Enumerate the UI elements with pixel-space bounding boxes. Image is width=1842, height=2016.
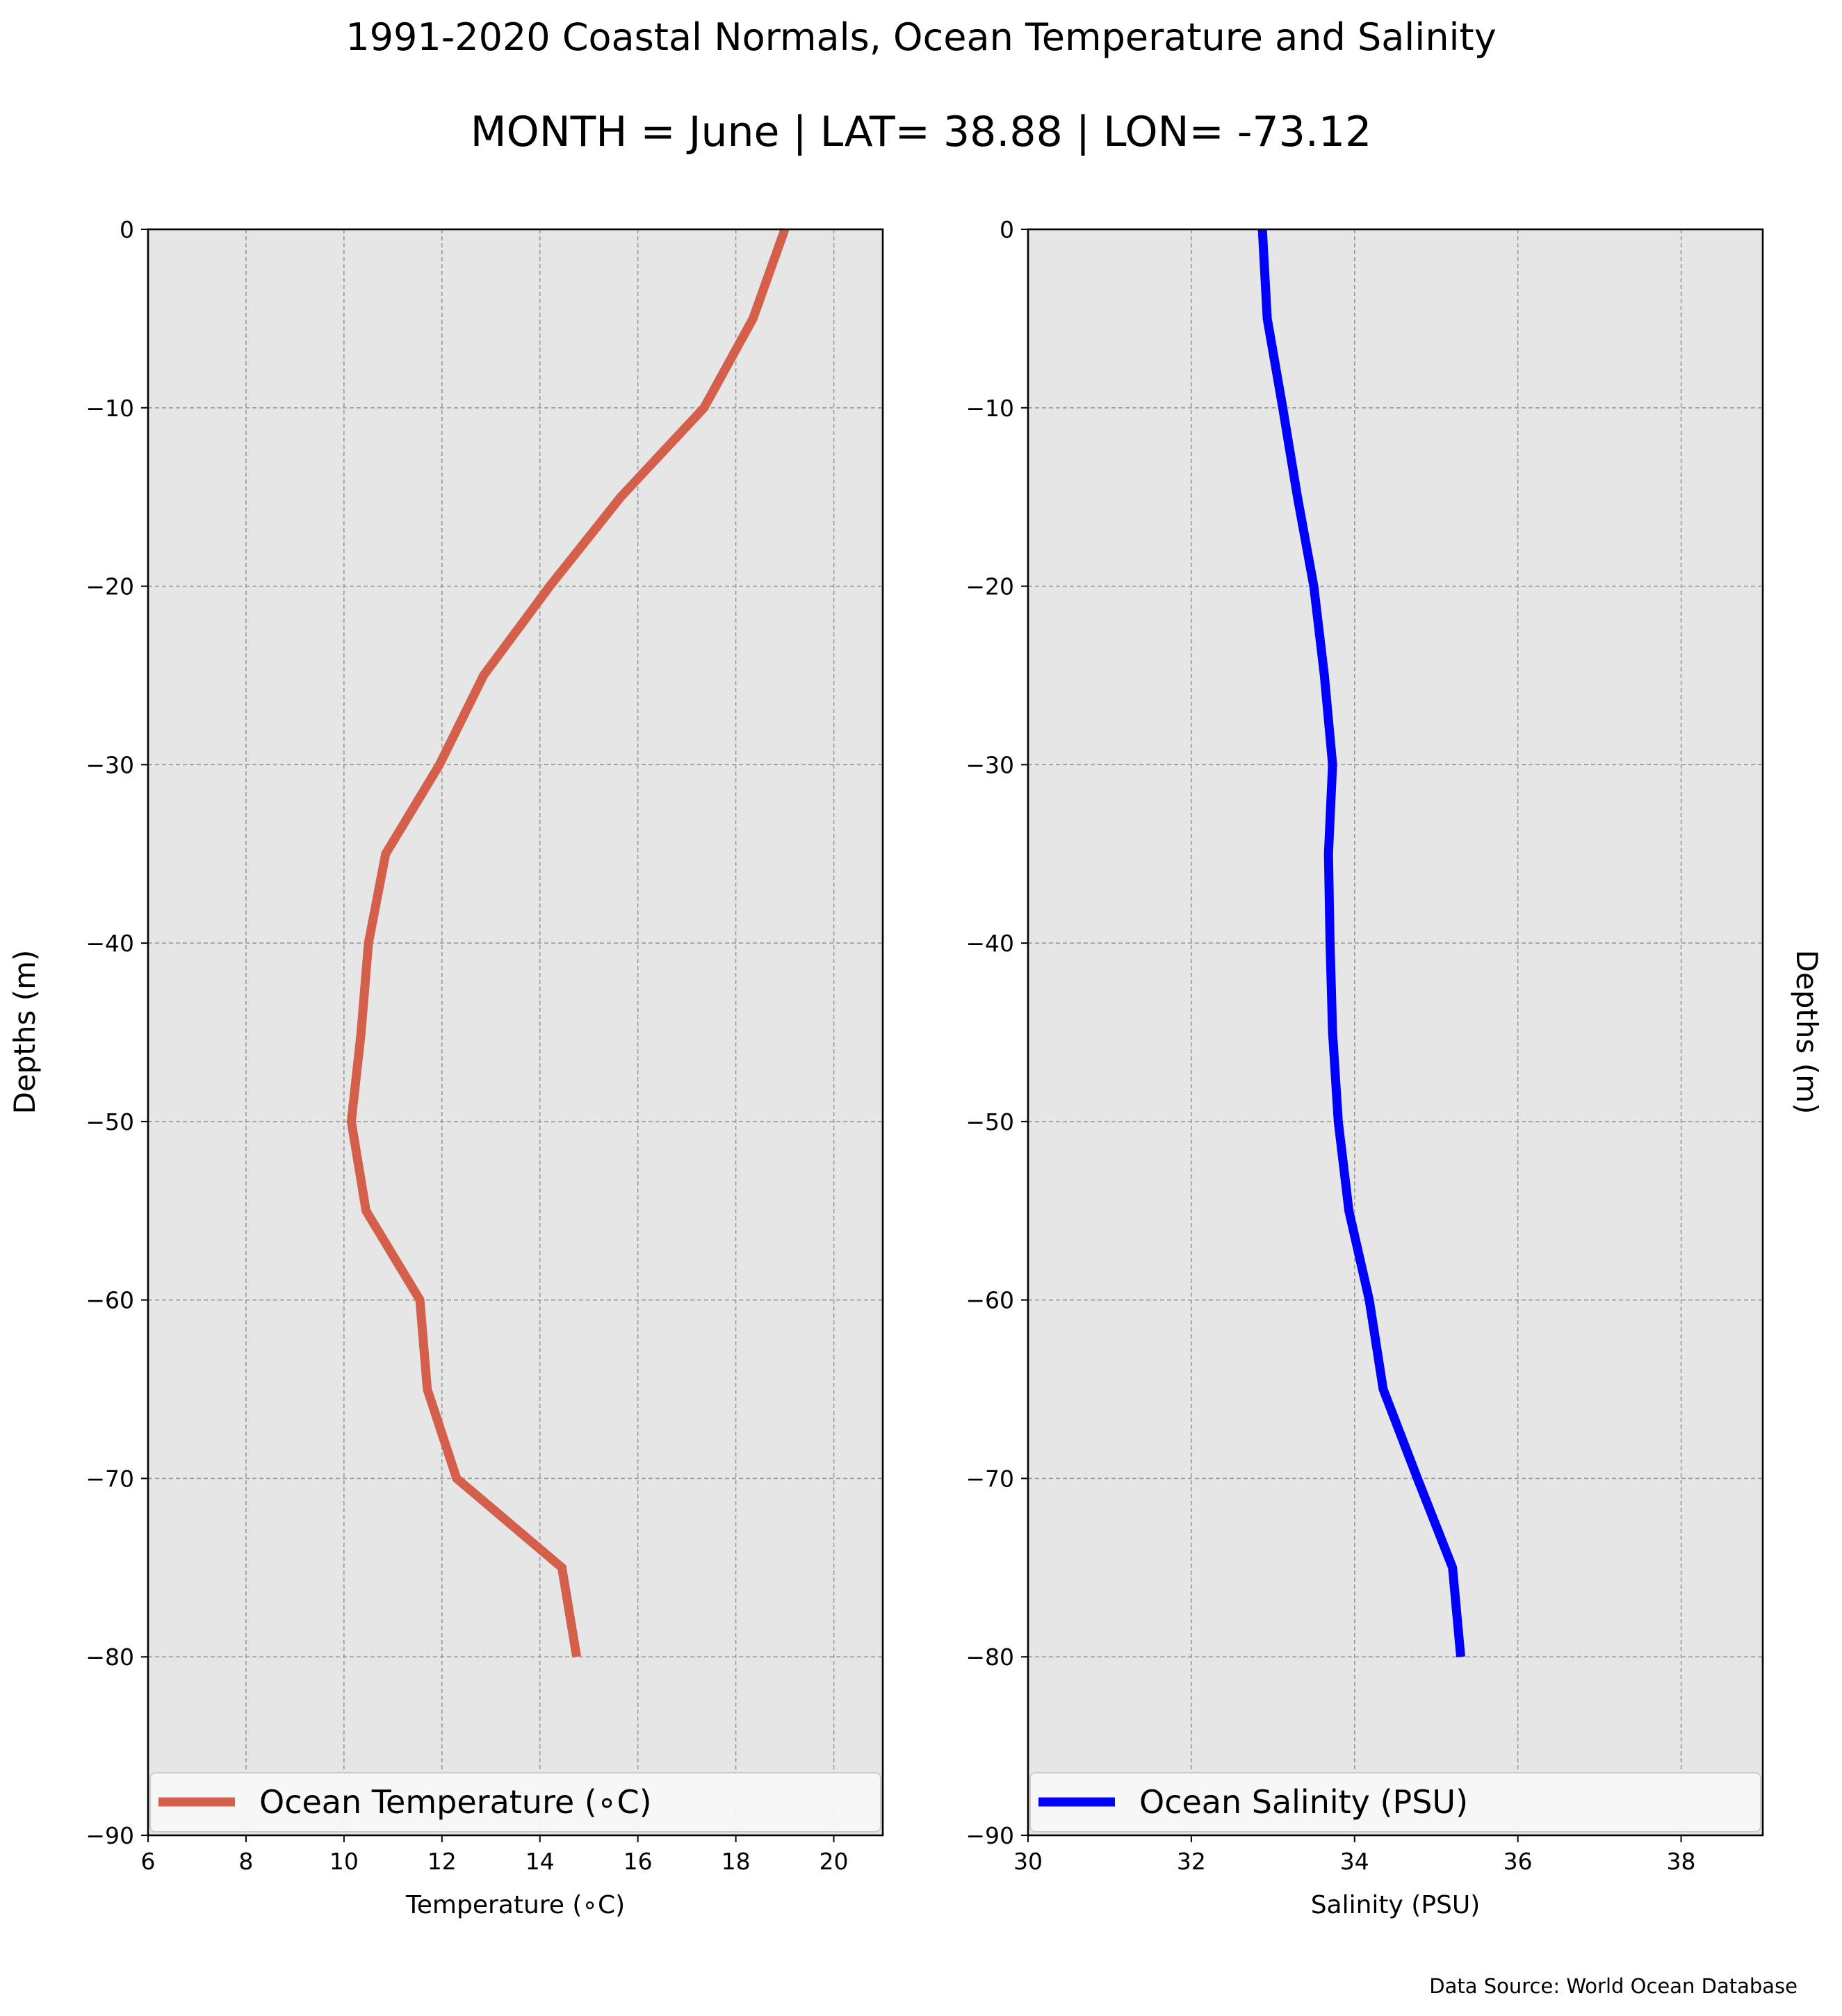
temperature-y-tick-label: −90: [85, 1822, 134, 1849]
temperature-y-tick-label: −30: [85, 751, 134, 778]
temperature-x-tick-label: 8: [238, 1848, 253, 1875]
salinity-y-tick-label: 0: [1000, 216, 1014, 243]
temperature-x-axis-title: Temperature (∘C): [405, 1891, 625, 1919]
temperature-y-tick-label: −80: [85, 1644, 134, 1671]
temperature-legend-label: Ocean Temperature (∘C): [259, 1783, 652, 1821]
temperature-legend-box: [149, 1772, 881, 1833]
temperature-x-tick-label: 12: [427, 1848, 457, 1875]
salinity-legend: Ocean Salinity (PSU): [1029, 1772, 1761, 1833]
temperature-axes-frame: [147, 228, 884, 1837]
temperature-y-tick-label: −40: [85, 930, 134, 957]
temperature-y-tick-label: −70: [85, 1465, 134, 1492]
salinity-panel: 30 32 34 36 38 0 −10 −20 −30 −40 −50 −60 −70 −80 −90 Sa…: [965, 216, 1764, 1919]
temperature-y-tick-label: −20: [85, 573, 134, 600]
temperature-profile-line: [346, 227, 790, 1658]
salinity-x-axis-title: Salinity (PSU): [1311, 1891, 1481, 1919]
right-y-axis-title: Depths (m): [1790, 950, 1824, 1115]
temperature-legend: Ocean Temperature (∘C): [149, 1772, 881, 1833]
salinity-y-tick-label: −70: [965, 1465, 1014, 1492]
salinity-x-tick-label: 34: [1340, 1848, 1369, 1875]
temperature-y-tick-label: −50: [85, 1108, 134, 1136]
salinity-x-tick-label: 38: [1667, 1848, 1696, 1875]
salinity-y-tick-label: −30: [965, 751, 1014, 778]
salinity-y-tick-label: −90: [965, 1822, 1014, 1849]
salinity-legend-label: Ocean Salinity (PSU): [1139, 1783, 1468, 1821]
temperature-x-tick-label: 10: [329, 1848, 359, 1875]
salinity-y-tick-label: −20: [965, 573, 1014, 600]
salinity-y-tick-label: −60: [965, 1287, 1014, 1314]
left-y-axis-title: Depths (m): [8, 950, 42, 1115]
temperature-x-tick-label: 6: [141, 1848, 156, 1875]
salinity-x-tick-label: 36: [1503, 1848, 1533, 1875]
figure-subtitle: MONTH = June | LAT= 38.88 | LON= -73.12: [471, 108, 1372, 156]
temperature-x-tick-label: 18: [722, 1848, 751, 1875]
salinity-x-tick-label: 32: [1177, 1848, 1206, 1875]
salinity-y-tick-label: −50: [965, 1108, 1014, 1136]
salinity-y-tick-label: −80: [965, 1644, 1014, 1671]
data-source-note: Data Source: World Ocean Database: [1429, 1974, 1798, 1998]
salinity-legend-box: [1029, 1772, 1761, 1833]
salinity-y-tick-label: −40: [965, 930, 1014, 957]
salinity-axes-frame: [1027, 228, 1764, 1837]
figure-title: 1991-2020 Coastal Normals, Ocean Tempera…: [345, 15, 1496, 59]
temperature-plot-area: [148, 229, 883, 1835]
temperature-y-tick-label: −60: [85, 1287, 134, 1314]
salinity-plot-area: [1028, 229, 1763, 1835]
temperature-x-tick-label: 20: [820, 1848, 849, 1875]
temperature-x-tick-label: 14: [525, 1848, 555, 1875]
temperature-y-tick-label: −10: [85, 395, 134, 422]
temperature-y-tick-label: 0: [120, 216, 134, 243]
salinity-x-tick-label: 30: [1013, 1848, 1043, 1875]
temperature-panel: 6 8 10 12 14 16 18 20 0 −10 −20 −30 −40 −50 −60 −70 −80 −…: [85, 216, 884, 1919]
temperature-x-tick-label: 16: [623, 1848, 653, 1875]
salinity-profile-line: [1257, 229, 1465, 1657]
salinity-y-tick-label: −10: [965, 395, 1014, 422]
